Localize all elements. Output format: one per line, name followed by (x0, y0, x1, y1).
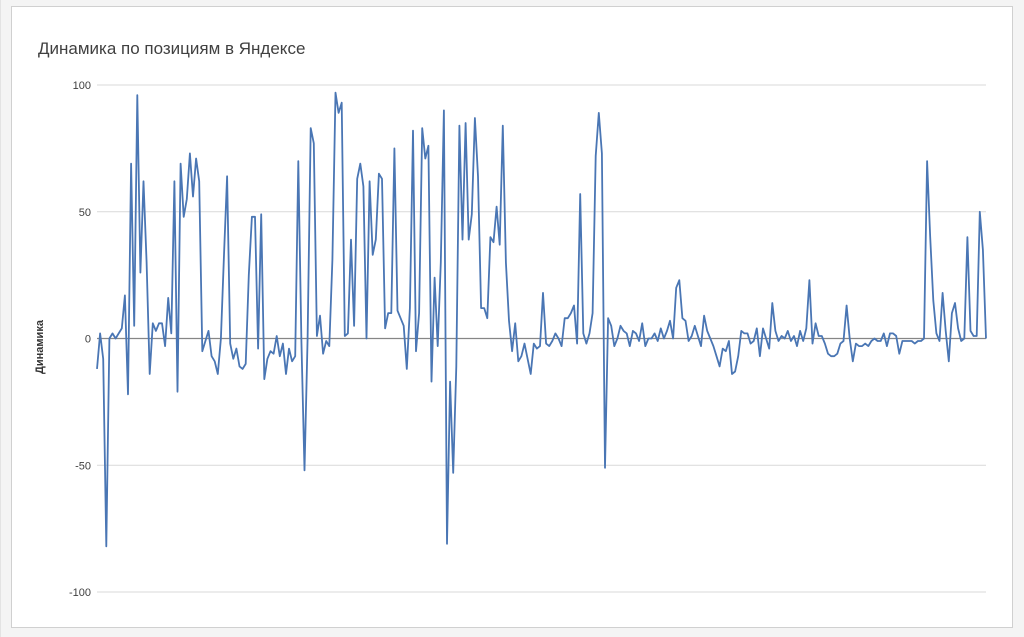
plot-area: 100 50 0 -50 -100 (69, 80, 987, 599)
series-line[interactable] (96, 91, 987, 548)
chart-area[interactable]: Динамика по позициям в Яндексе Динамика … (11, 6, 1013, 628)
y-axis-ticks: 100 50 0 -50 -100 (69, 80, 91, 599)
chart-title: Динамика по позициям в Яндексе (38, 39, 306, 58)
y-tick-label: 0 (85, 334, 91, 346)
y-tick-label: 100 (73, 80, 91, 92)
y-tick-label: 50 (79, 207, 91, 219)
gridlines (97, 84, 986, 593)
series-layer (96, 91, 987, 548)
y-tick-label: -50 (75, 460, 91, 472)
y-tick-label: -100 (69, 587, 91, 599)
